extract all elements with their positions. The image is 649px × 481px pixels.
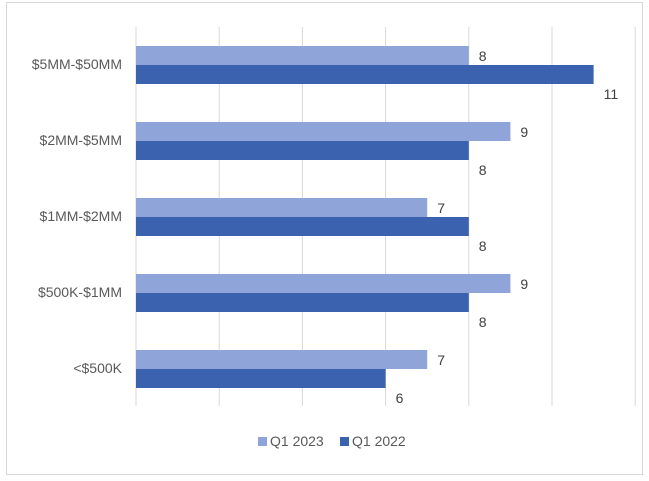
data-label: 8 [479,48,487,64]
bar-q1-2022 [136,65,594,84]
category-label: $500K-$1MM [38,284,122,300]
legend-swatch [258,437,267,446]
bar-q1-2022 [136,217,469,236]
legend-label: Q1 2022 [352,433,406,449]
bar-q1-2023 [136,46,469,65]
data-label: 8 [479,162,487,178]
data-label: 8 [479,314,487,330]
bar-q1-2023 [136,274,511,293]
category-label: $1MM-$2MM [40,208,122,224]
data-label: 8 [479,238,487,254]
gridlines [135,27,636,406]
data-label: 9 [520,276,528,292]
data-label: 6 [396,390,404,406]
legend: Q1 2023 Q1 2022 [258,433,406,449]
bar-q1-2023 [136,122,511,141]
legend-label: Q1 2023 [270,433,324,449]
legend-swatch [340,437,349,446]
bar-q1-2023 [136,350,428,369]
bars [136,46,594,388]
bar-q1-2022 [136,293,469,312]
category-label: <$500K [73,360,122,376]
category-label: $2MM-$5MM [40,132,122,148]
data-label: 7 [437,200,445,216]
data-label: 7 [437,352,445,368]
bar-q1-2023 [136,198,428,217]
data-label: 11 [604,86,619,102]
category-label: $5MM-$50MM [32,56,122,72]
bar-q1-2022 [136,369,386,388]
labels: $5MM-$50MM 8 11 $2MM-$5MM 9 8 $1MM-$2MM 7 8 $500K… [32,48,619,406]
bar-q1-2022 [136,141,469,160]
data-label: 9 [520,124,528,140]
